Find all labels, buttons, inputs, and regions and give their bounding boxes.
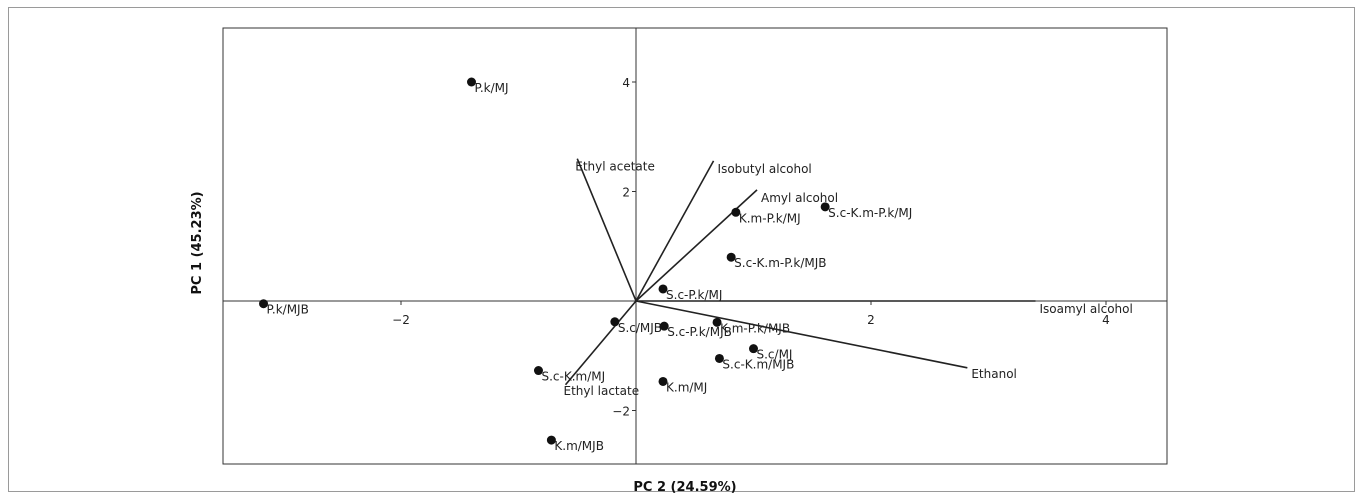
score-point (610, 317, 620, 327)
axis-ticks: −2 2 4 4 2 −2 (392, 76, 1110, 419)
loading-label: Ethyl lactate (564, 384, 640, 398)
loading-label: Isoamyl alcohol (1040, 302, 1133, 316)
x-axis-title: PC 2 (24.59%) (633, 480, 736, 495)
score-point (726, 252, 736, 262)
point-label: S.c-P.k/MJ (666, 288, 722, 302)
point-label: S.c-K.m-P.k/MJ (828, 206, 912, 220)
score-point (820, 202, 830, 212)
score-point (658, 376, 668, 386)
score-point (659, 321, 669, 331)
loading-label: Isobutyl alcohol (718, 162, 812, 176)
point-label: K.m-P.k/MJ (739, 211, 801, 225)
loading-vector (635, 160, 715, 302)
y-axis-title: PC 1 (45.23%) (190, 191, 205, 294)
loading-vector (576, 158, 637, 302)
point-label: K.m/MJB (554, 439, 604, 453)
point-label: K.m-P.k/MJB (720, 321, 790, 335)
score-point (714, 353, 724, 363)
y-tick-label: 2 (622, 186, 630, 200)
score-point (712, 317, 722, 327)
point-label: P.k/MJ (475, 81, 509, 95)
loading-label: Ethyl acetate (575, 160, 655, 174)
point-label: S.c-K.m/MJ (541, 370, 605, 384)
point-label: S.c/MJ (757, 348, 793, 362)
point-label: S.c-K.m/MJB (722, 357, 794, 371)
score-point (546, 435, 556, 445)
point-label: S.c-P.k/MJB (667, 325, 732, 339)
point-label: P.k/MJB (267, 303, 309, 317)
point-label: S.c/MJB (618, 321, 662, 335)
y-tick-label: −2 (612, 405, 630, 419)
score-point (749, 344, 758, 354)
loading-label: Amyl alcohol (761, 191, 838, 205)
loading-vector (635, 300, 968, 369)
score-point (533, 366, 543, 376)
score-point (731, 207, 741, 217)
score-point (467, 77, 476, 87)
x-tick-label: 2 (867, 313, 875, 327)
point-label: K.m/MJ (666, 380, 707, 394)
score-point (259, 299, 269, 309)
y-tick-label: 4 (622, 76, 630, 90)
x-tick-label: −2 (392, 313, 410, 327)
plot-area-border (222, 27, 1168, 465)
loading-vector (564, 300, 637, 386)
loading-vectors: Ethyl acetate Isobutyl alcohol Amyl alcoho… (564, 158, 1133, 398)
loading-label: Ethanol (971, 367, 1017, 381)
point-label: S.c-K.m-P.k/MJB (734, 256, 826, 270)
loading-vector (635, 189, 758, 302)
score-point (658, 284, 668, 294)
figure-frame (8, 7, 1355, 492)
score-points: P.k/MJ P.k/MJB K.m-P.k/MJ S.c-K.m-P.k/MJ S.c… (259, 77, 912, 453)
x-tick-label: 4 (1102, 313, 1110, 327)
